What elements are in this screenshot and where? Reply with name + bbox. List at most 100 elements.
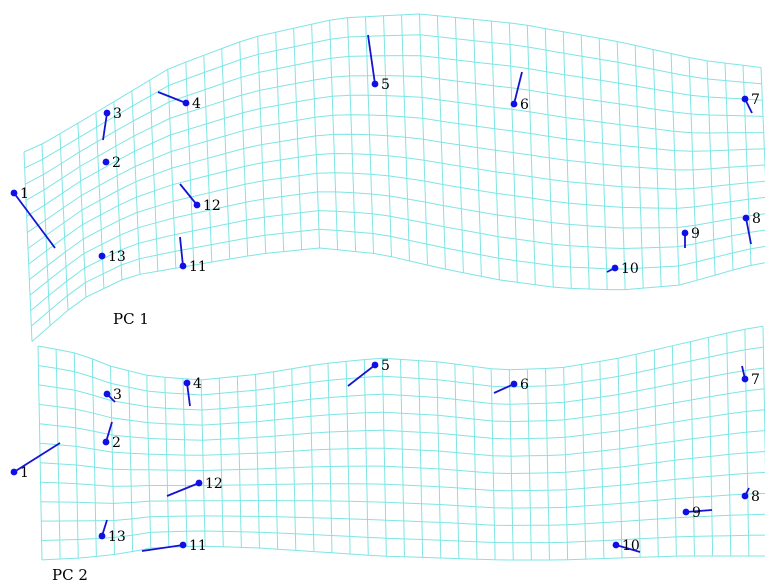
landmark-7-point [741,375,749,383]
landmark-11-vector [141,544,184,552]
landmark-6-point [510,380,518,388]
grid-row-line [31,247,765,342]
grid-column-line [327,363,333,553]
grid-column-line [37,345,43,560]
grid-column-line [526,369,532,561]
grid-column-line [365,16,374,254]
grid-column-line [544,28,554,288]
grid-column-line [185,62,195,266]
landmark-8-point [741,492,749,500]
grid-column-line [401,14,410,261]
landmark-12-label: 12 [203,198,221,214]
grid-column-line [239,41,249,257]
grid-column-line [383,15,392,257]
landmark-11-label: 11 [189,538,207,554]
landmark-10-label: 10 [622,538,640,554]
landmark-11-label: 11 [189,259,207,275]
grid-column-line [164,377,170,548]
grid-column-line [490,21,500,280]
landmark-5-label: 5 [381,77,390,93]
grid-row-line [27,133,765,249]
grid-row-line [25,55,763,185]
pc2-panel-label: PC 2 [52,566,88,584]
landmark-4-vector [157,91,187,104]
landmark-2-label: 2 [112,155,121,171]
grid-column-line [671,345,677,557]
grid-column-line [688,57,698,281]
landmark-1-label: 1 [20,465,29,481]
landmark-6-label: 6 [520,97,529,113]
landmark-5-point [371,361,379,369]
grid-row-line [26,94,764,217]
grid-column-line [329,20,339,250]
grid-column-line [580,34,590,290]
grid-column-line [545,368,550,561]
landmark-1-label: 1 [20,186,29,202]
grid-row-line [30,228,765,327]
landmark-2-label: 2 [112,435,121,451]
landmark-12-vector [179,183,198,206]
landmark-12-vector [166,482,200,497]
grid-column-line [309,365,315,552]
landmark-8-point [742,214,750,222]
grid-column-line [275,32,285,252]
grid-column-line [59,133,69,311]
grid-column-line [23,151,33,342]
landmark-1-vector [13,442,61,473]
grid-column-line [616,41,626,290]
landmark-9-label: 9 [692,505,701,521]
landmark-1-vector [13,192,56,249]
pc2-deformation-grid [37,325,765,561]
grid-column-line [690,341,695,557]
grid-column-line [345,361,351,555]
landmark-3-point [103,109,111,117]
grid-column-line [563,367,569,560]
landmark-13-point [98,532,106,540]
grid-column-line [347,17,357,252]
landmark-5-point [371,80,379,88]
grid-column-line [167,69,177,269]
grid-column-line [131,90,141,275]
pc1-panel-label: PC 1 [113,310,149,328]
grid-column-line [55,349,61,560]
landmark-13-point [98,252,106,260]
landmark-4-label: 4 [193,376,202,392]
grid-column-line [77,123,87,298]
grid-column-line [617,358,623,558]
grid-column-line [634,45,644,289]
landmark-4-point [182,99,190,107]
landmark-2-vector [105,421,113,443]
landmark-5-label: 5 [381,358,390,374]
landmark-3-label: 3 [113,106,122,122]
grid-column-line [91,358,97,557]
pc1-landmark-points [10,80,750,272]
pc2-landmark-points [10,361,749,549]
grid-column-line [724,63,734,271]
grid-row-line [41,545,765,561]
grid-column-line [726,333,732,557]
landmark-10-point [612,541,620,549]
grid-column-line [146,375,152,549]
grid-column-line [652,49,662,287]
landmark-9-point [682,508,690,516]
grid-column-line [255,374,260,549]
landmark-2-point [102,438,110,446]
landmark-13-label: 13 [108,249,126,265]
grid-column-line [454,17,464,273]
grid-column-line [293,28,303,250]
grid-column-line [273,371,279,550]
landmark-4-label: 4 [192,96,201,112]
grid-column-line [311,24,321,249]
grid-column-line [706,60,716,276]
grid-column-line [203,55,213,263]
landmark-6-label: 6 [520,377,529,393]
landmark-7-label: 7 [751,92,760,108]
landmark-2-point [102,158,110,166]
grid-column-line [418,360,424,558]
grid-column-line [526,25,536,285]
grid-column-line [149,80,159,272]
grid-row-line [28,152,765,265]
